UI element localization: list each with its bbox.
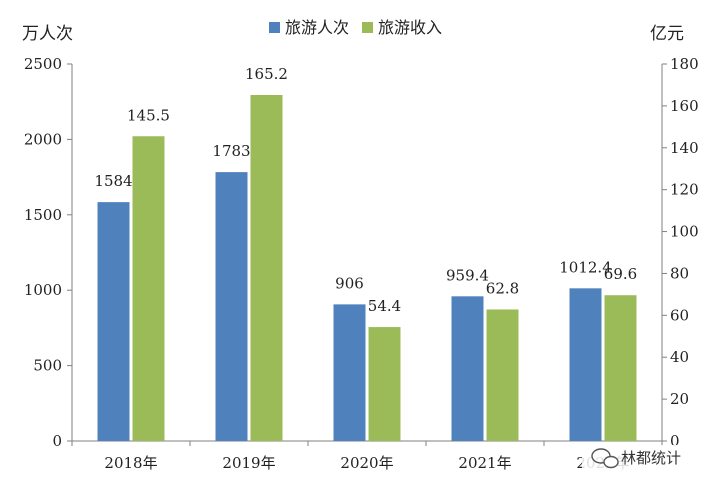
left-axis-unit: 万人次 bbox=[22, 24, 73, 44]
left-tick-label: 1000 bbox=[24, 281, 62, 299]
left-tick-label: 500 bbox=[33, 357, 62, 375]
legend-swatch bbox=[362, 22, 373, 33]
right-tick-label: 100 bbox=[670, 223, 699, 241]
wechat-bubble-small bbox=[603, 455, 619, 469]
bar-visitors bbox=[333, 304, 366, 441]
bar-revenue bbox=[486, 309, 519, 441]
legend: 旅游人次 旅游收入 bbox=[269, 18, 442, 37]
bar-revenue bbox=[250, 94, 283, 442]
watermark-text: 林都统计 bbox=[621, 449, 681, 467]
x-tick-label: 2021年 bbox=[458, 454, 511, 472]
data-label: 1012.4 bbox=[559, 258, 612, 276]
data-label: 62.8 bbox=[486, 279, 519, 297]
data-label: 1584 bbox=[94, 172, 132, 190]
right-tick-label: 140 bbox=[670, 139, 699, 157]
wechat-icon bbox=[591, 448, 619, 469]
right-tick-label: 160 bbox=[670, 97, 699, 115]
right-tick-label: 80 bbox=[670, 264, 689, 282]
bars bbox=[97, 94, 637, 442]
data-label: 906 bbox=[335, 274, 364, 292]
right-tick-label: 60 bbox=[670, 306, 689, 324]
right-tick-label: 120 bbox=[670, 181, 699, 199]
legend-swatch bbox=[269, 22, 280, 33]
bar-visitors bbox=[569, 288, 602, 441]
bar-revenue bbox=[604, 295, 637, 441]
bar-visitors bbox=[215, 172, 248, 441]
left-tick-label: 1500 bbox=[24, 206, 62, 224]
right-axis-unit: 亿元 bbox=[650, 24, 684, 44]
data-label: 165.2 bbox=[245, 65, 288, 83]
legend-label: 旅游人次 bbox=[285, 18, 349, 37]
bar-revenue bbox=[368, 327, 401, 441]
bar-visitors bbox=[97, 202, 130, 441]
right-tick-label: 0 bbox=[670, 432, 680, 450]
x-tick-label: 2020年 bbox=[340, 454, 393, 472]
data-label: 959.4 bbox=[446, 266, 489, 284]
x-tick-label: 2018年 bbox=[104, 454, 157, 472]
right-tick-label: 180 bbox=[670, 55, 699, 73]
x-tick-label: 2019年 bbox=[222, 454, 275, 472]
left-tick-label: 2500 bbox=[24, 55, 62, 73]
bar-visitors bbox=[451, 296, 484, 441]
right-tick-label: 40 bbox=[670, 348, 689, 366]
watermark: 林都统计 bbox=[582, 445, 700, 471]
data-label: 54.4 bbox=[368, 297, 401, 315]
data-label: 145.5 bbox=[127, 106, 170, 124]
left-tick-label: 2000 bbox=[24, 130, 62, 148]
data-label: 69.6 bbox=[604, 265, 637, 283]
legend-label: 旅游收入 bbox=[378, 18, 442, 37]
right-tick-label: 20 bbox=[670, 390, 689, 408]
left-tick-label: 0 bbox=[52, 432, 62, 450]
data-label: 1783 bbox=[212, 142, 250, 160]
bar-revenue bbox=[132, 136, 165, 441]
